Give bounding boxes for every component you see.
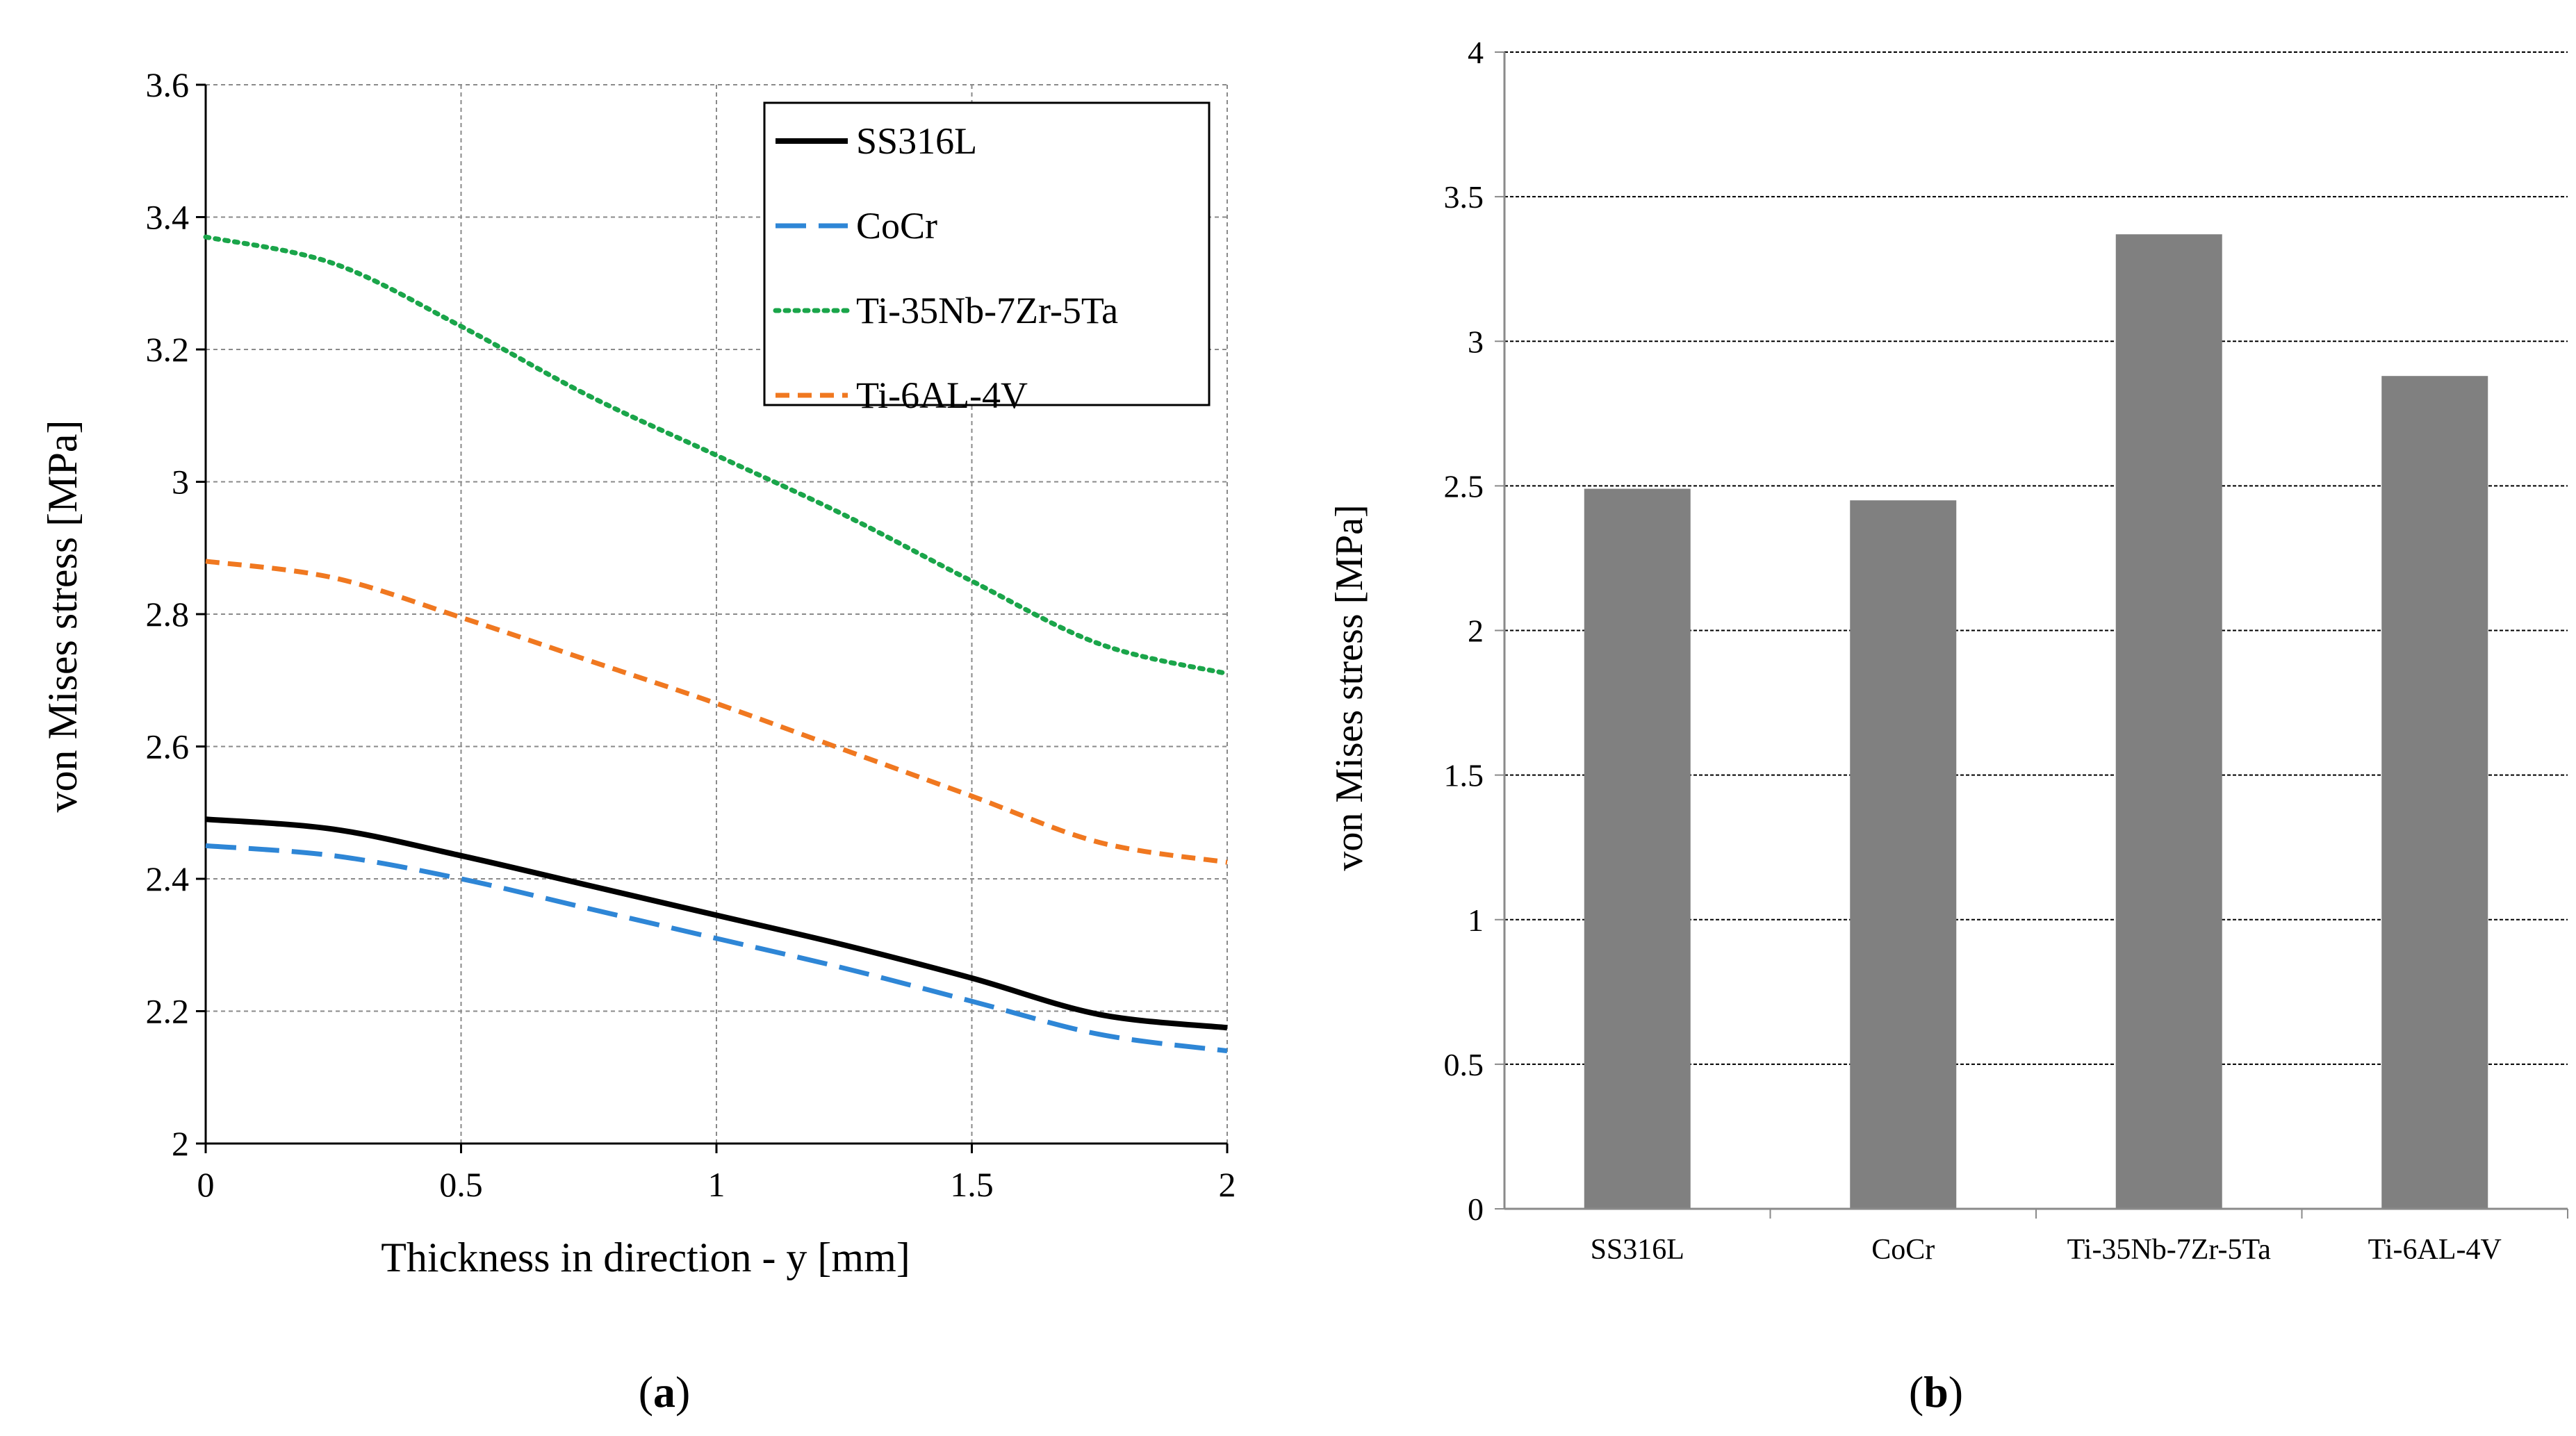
bar-ti-6al-4v — [2381, 376, 2488, 1210]
x-tick-label: 2 — [1219, 1165, 1236, 1204]
legend-label-ti-35nb-7zr-5ta: Ti-35Nb-7Zr-5Ta — [856, 290, 1118, 331]
y-tick-label: 2.8 — [146, 595, 190, 634]
bar-chart-bars — [1584, 234, 2488, 1210]
panel-label-b-close: ) — [1949, 1367, 1963, 1417]
legend-box — [763, 101, 1211, 406]
x-tick-label: 0.5 — [439, 1165, 483, 1204]
y-tick-label: 3 — [1468, 324, 1484, 359]
y-tick-label: 2.5 — [1444, 468, 1484, 504]
series-line-cocr — [205, 843, 1228, 1054]
y-tick-label: 3.6 — [146, 65, 190, 104]
y-tick-label: 1 — [1468, 902, 1484, 938]
bar-ti-35nb-7zr-5ta — [2115, 234, 2222, 1209]
y-tick-label: 2.4 — [146, 859, 190, 898]
panel-label-b-letter: b — [1923, 1367, 1949, 1417]
series-line-ti-35nb-7zr-5ta — [203, 234, 1230, 677]
line-chart-y-ticks: 2 2.2 2.4 2.6 2.8 3 3.2 3.4 3.6 — [146, 65, 206, 1163]
y-tick-label: 2.2 — [146, 992, 190, 1031]
bar-ss316l — [1584, 488, 1691, 1209]
panel-label-b: (b) — [1909, 1367, 1963, 1417]
category-label-ss316l: SS316L — [1591, 1234, 1684, 1266]
legend-label-ss316l: SS316L — [856, 120, 977, 162]
legend-label-ti-6al-4v: Ti-6AL-4V — [856, 374, 1028, 416]
category-label-cocr: CoCr — [1871, 1234, 1935, 1266]
y-tick-label: 3.4 — [146, 198, 190, 237]
x-tick-label: 0 — [197, 1165, 215, 1204]
line-chart-x-ticks: 0 0.5 1 1.5 2 — [197, 1144, 1236, 1204]
series-line-ss316l — [205, 816, 1228, 1031]
y-tick-label: 2.6 — [146, 727, 190, 766]
y-tick-label: 4 — [1468, 35, 1484, 70]
x-tick-label: 1.5 — [950, 1165, 994, 1204]
panel-label-a-letter: a — [653, 1367, 675, 1417]
y-tick-label: 1.5 — [1444, 758, 1484, 793]
bar-chart-panel-b: 0 0.5 1 1.5 2 2.5 3 3.5 4 SS316L CoCr Ti-35Nb-7Zr-… — [1328, 35, 2568, 1266]
y-tick-label: 0 — [1468, 1191, 1484, 1227]
line-chart-legend: SS316L CoCr Ti-35Nb-7Zr-5Ta Ti-6AL-4V — [763, 101, 1211, 416]
legend-label-cocr: CoCr — [856, 205, 937, 247]
panel-label-a-close: ) — [675, 1367, 690, 1417]
bar-chart-category-labels: SS316L CoCr Ti-35Nb-7Zr-5Ta Ti-6AL-4V — [1591, 1234, 2502, 1266]
bar-chart-y-axis-title: von Mises stress [MPa] — [1328, 504, 1371, 870]
category-label-ti-6al-4v: Ti-6AL-4V — [2368, 1234, 2502, 1266]
panel-label-a: (a) — [639, 1367, 691, 1417]
x-tick-label: 1 — [708, 1165, 725, 1204]
panel-label-a-open: ( — [639, 1367, 653, 1417]
series-line-ti-6al-4v — [205, 559, 1228, 865]
bar-chart-y-ticks: 0 0.5 1 1.5 2 2.5 3 3.5 4 — [1444, 35, 1504, 1227]
y-tick-label: 0.5 — [1444, 1047, 1484, 1082]
y-tick-label: 2 — [1468, 613, 1484, 649]
panel-label-b-open: ( — [1909, 1367, 1923, 1417]
line-chart-y-axis-title: von Mises stress [MPa] — [40, 420, 85, 813]
y-tick-label: 3.2 — [146, 330, 190, 369]
category-label-ti-35nb-7zr-5ta: Ti-35Nb-7Zr-5Ta — [2067, 1234, 2272, 1266]
line-chart-series — [203, 234, 1230, 1054]
bar-cocr — [1850, 500, 1957, 1209]
y-tick-label: 3.5 — [1444, 179, 1484, 215]
line-chart-panel-a: 0 0.5 1 1.5 2 2 2.2 2.4 2.6 2.8 3 3.2 3.4 3.6 Thickn… — [40, 65, 1236, 1280]
y-tick-label: 3 — [172, 463, 189, 502]
line-chart-x-axis-title: Thickness in direction - y [mm] — [381, 1235, 910, 1280]
y-tick-label: 2 — [172, 1124, 189, 1163]
